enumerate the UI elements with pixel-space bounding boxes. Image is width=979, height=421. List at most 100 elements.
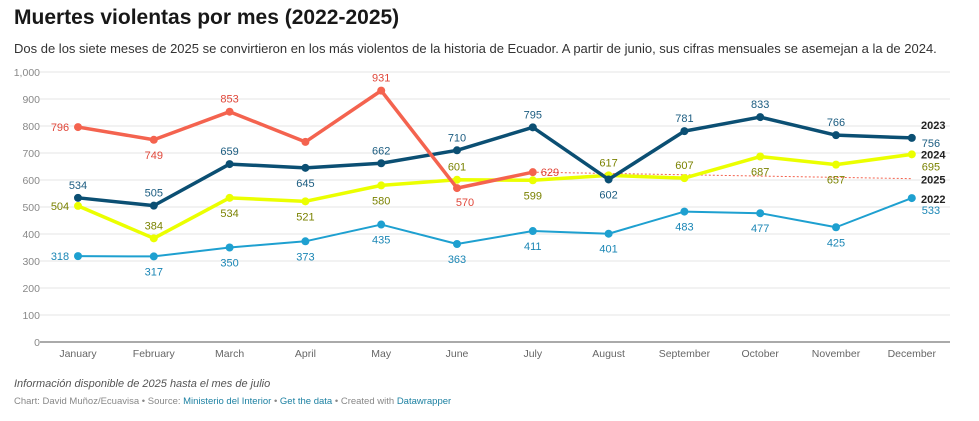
credit-author: Chart: David Muñoz/Ecuavisa [14, 396, 140, 407]
data-label: 318 [51, 251, 69, 263]
x-tick-label: April [295, 348, 316, 360]
data-label: 384 [145, 220, 163, 232]
data-point [756, 113, 765, 122]
x-tick-label: February [133, 348, 176, 360]
data-point [453, 184, 461, 193]
data-point [225, 193, 234, 202]
created-with: Created with [340, 396, 395, 407]
data-label: 534 [69, 180, 87, 192]
y-tick-label: 1,000 [14, 67, 40, 79]
x-tick-label: March [215, 348, 244, 360]
x-tick-label: May [371, 348, 392, 360]
data-point [149, 252, 158, 261]
data-label: 629 [541, 167, 559, 179]
data-label: 710 [448, 132, 466, 144]
data-label: 483 [675, 222, 693, 234]
x-tick-label: September [659, 348, 711, 360]
data-label: 756 [922, 138, 940, 150]
data-label: 521 [296, 211, 314, 223]
x-tick-label: August [592, 348, 625, 360]
data-point [377, 220, 386, 229]
y-tick-label: 900 [22, 94, 40, 106]
y-tick-label: 800 [22, 121, 40, 133]
data-point [301, 137, 310, 146]
y-tick-label: 300 [22, 256, 40, 268]
data-point [604, 175, 613, 184]
data-label: 662 [372, 145, 390, 157]
data-point [680, 207, 689, 216]
data-point [528, 227, 537, 236]
data-point [453, 239, 461, 248]
data-point [74, 201, 82, 210]
data-label: 435 [372, 235, 390, 247]
data-point [301, 237, 310, 246]
data-label: 401 [599, 244, 617, 256]
data-point [756, 209, 765, 218]
data-label: 411 [524, 241, 542, 253]
series-line-2022 [77, 197, 913, 258]
data-label: 350 [220, 258, 238, 270]
sep: • [273, 396, 278, 407]
datawrapper-link[interactable]: Datawrapper [396, 396, 452, 407]
data-label: 687 [751, 167, 769, 179]
data-point [149, 201, 158, 210]
data-point [453, 146, 461, 155]
data-point [149, 135, 158, 144]
data-label: 373 [296, 251, 314, 263]
data-point [528, 123, 537, 132]
y-tick-label: 500 [22, 202, 40, 214]
data-label: 749 [145, 150, 163, 162]
data-point [149, 234, 158, 243]
series-label-2025: 2025 [921, 175, 945, 187]
line-chart: 0 100 200 300 400 500 600 700 800 900 1,000 January… [14, 67, 950, 360]
series-line-2023 [77, 115, 912, 208]
data-label: 766 [827, 117, 845, 129]
data-label: 657 [827, 175, 845, 187]
data-label: 695 [922, 161, 940, 173]
data-label: 580 [372, 195, 390, 207]
data-point [756, 152, 765, 161]
y-tick-label: 0 [34, 337, 40, 349]
data-label: 504 [51, 201, 69, 213]
series-line-2024 [77, 152, 913, 241]
trend-line-2025 [532, 171, 912, 180]
data-label: 363 [448, 254, 466, 266]
data-point [680, 174, 689, 183]
data-label: 833 [751, 99, 769, 111]
data-label: 505 [145, 188, 163, 200]
get-data-link[interactable]: Get the data [279, 396, 333, 407]
data-point [377, 181, 386, 190]
data-point [528, 168, 537, 177]
series-label-2024: 2024 [921, 149, 946, 161]
data-point [301, 163, 310, 172]
y-tick-label: 400 [22, 229, 40, 241]
data-point [832, 223, 840, 232]
data-point [74, 252, 82, 261]
data-label: 425 [827, 237, 845, 249]
y-tick-label: 100 [22, 310, 40, 322]
data-point [377, 86, 386, 95]
x-tick-label: January [59, 348, 97, 360]
data-point [604, 229, 613, 238]
data-point [225, 160, 234, 169]
data-point [528, 176, 537, 185]
data-label: 477 [751, 223, 769, 235]
x-tick-label: December [888, 348, 937, 360]
source-link[interactable]: Ministerio del Interior [183, 396, 272, 407]
data-label: 607 [675, 160, 693, 172]
data-label: 534 [220, 208, 238, 220]
y-tick-label: 200 [22, 283, 40, 295]
x-tick-label: November [812, 348, 861, 360]
x-tick-label: July [523, 348, 542, 360]
credit-line: Chart: David Muñoz/Ecuavisa • Source: Mi… [14, 396, 451, 407]
data-label: 599 [524, 190, 542, 202]
chart-subtitle: Dos de los siete meses de 2025 se convir… [14, 41, 937, 56]
chart-note: Información disponible de 2025 hasta el … [14, 378, 271, 390]
data-point [680, 127, 689, 136]
source-label: Source: [147, 396, 181, 407]
x-tick-label: October [742, 348, 780, 360]
data-point [907, 150, 916, 159]
data-label: 931 [372, 73, 390, 85]
sep: • [141, 396, 146, 407]
data-label: 602 [599, 189, 617, 201]
